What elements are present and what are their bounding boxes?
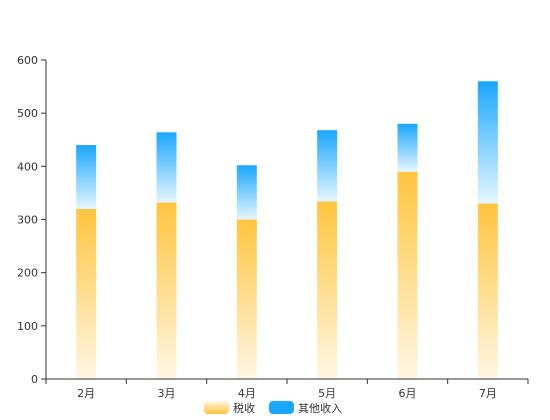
legend-swatch-tax — [204, 401, 229, 414]
x-tick-label-1: 2月 — [77, 387, 95, 400]
bar-other-2 — [156, 132, 177, 203]
bar-tax-3 — [236, 219, 257, 379]
y-tick-label-5: 500 — [17, 107, 38, 120]
legend-label-other: 其他收入 — [298, 401, 342, 415]
x-tick-label-4: 5月 — [318, 387, 336, 400]
bar-tax-2 — [156, 202, 177, 379]
bar-other-6 — [477, 81, 498, 204]
legend-swatch-other — [269, 401, 294, 414]
bars-group — [76, 81, 498, 379]
x-axis: 2月 3月 4月 5月 6月 7月 — [45, 378, 529, 400]
legend-item-tax[interactable]: 税收 — [204, 401, 255, 415]
x-tick-label-2: 3月 — [158, 387, 176, 400]
x-tick-label-5: 6月 — [399, 387, 417, 400]
bar-tax-5 — [397, 171, 418, 379]
bar-other-4 — [317, 130, 338, 202]
y-tick-label-6: 600 — [17, 54, 38, 67]
y-tick-label-2: 200 — [17, 267, 38, 280]
x-tick-label-3: 4月 — [238, 387, 256, 400]
x-tick-label-6: 7月 — [479, 387, 497, 400]
legend-item-other[interactable]: 其他收入 — [269, 401, 342, 415]
bar-other-3 — [236, 165, 257, 220]
bar-tax-4 — [317, 201, 338, 379]
y-axis: 0 100 200 300 400 500 600 — [17, 54, 47, 386]
bar-tax-6 — [477, 203, 498, 379]
legend: 税收 其他收入 — [204, 401, 342, 415]
bar-other-5 — [397, 123, 418, 172]
y-tick-label-0: 0 — [31, 373, 38, 386]
y-tick-label-3: 300 — [17, 214, 38, 227]
bar-other-1 — [76, 145, 97, 209]
y-tick-label-1: 100 — [17, 320, 38, 333]
y-tick-label-4: 400 — [17, 160, 38, 173]
legend-label-tax: 税收 — [233, 401, 255, 415]
bar-tax-1 — [76, 208, 97, 379]
